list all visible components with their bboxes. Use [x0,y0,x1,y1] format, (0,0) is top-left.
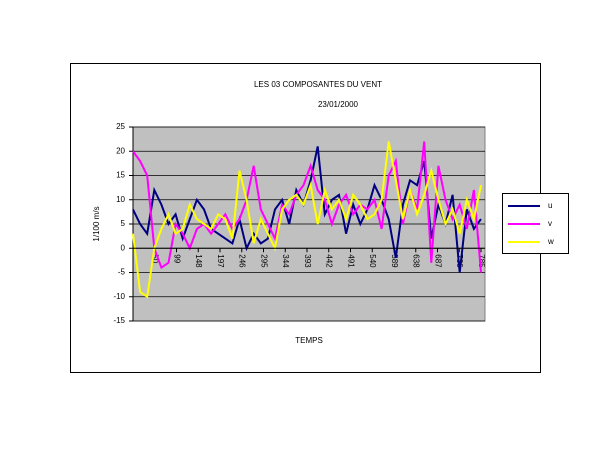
x-tick-label: 687 [433,254,442,268]
legend-label: u [548,201,552,210]
legend-label: v [548,219,552,228]
x-tick-label: 393 [303,254,312,268]
x-tick-label: 785 [477,254,486,268]
y-tick-label: 20 [116,146,125,155]
x-tick-label: 540 [368,254,377,268]
y-tick-label: -10 [113,292,125,301]
y-tick-label: 10 [116,195,125,204]
x-tick-label: 344 [281,254,290,268]
x-tick-label: 50 [151,254,160,263]
legend-label: w [547,237,554,246]
y-tick-label: 0 [121,243,126,252]
x-tick-label: 197 [216,254,225,268]
y-tick-label: -15 [113,316,125,325]
chart-title: LES 03 COMPOSANTES DU VENT [254,80,382,89]
x-tick-label: 295 [259,254,268,268]
y-tick-label: 25 [116,122,125,131]
y-tick-label: -5 [118,268,126,277]
x-tick-label: 491 [346,254,355,268]
y-axis-label: 1/100 m/s [92,206,101,241]
chart-subtitle: 23/01/2000 [318,100,359,109]
x-tick-label: 638 [412,254,421,268]
x-axis-label: TEMPS [295,336,323,345]
x-tick-label: 589 [390,254,399,268]
y-tick-label: 5 [121,219,126,228]
x-tick-label: 246 [238,254,247,268]
series-line [132,141,482,273]
x-tick-label: 99 [172,254,181,263]
x-tick-label: 148 [194,254,203,268]
x-tick-label: 442 [325,254,334,268]
series-line [132,141,482,299]
y-tick-label: 15 [116,171,125,180]
